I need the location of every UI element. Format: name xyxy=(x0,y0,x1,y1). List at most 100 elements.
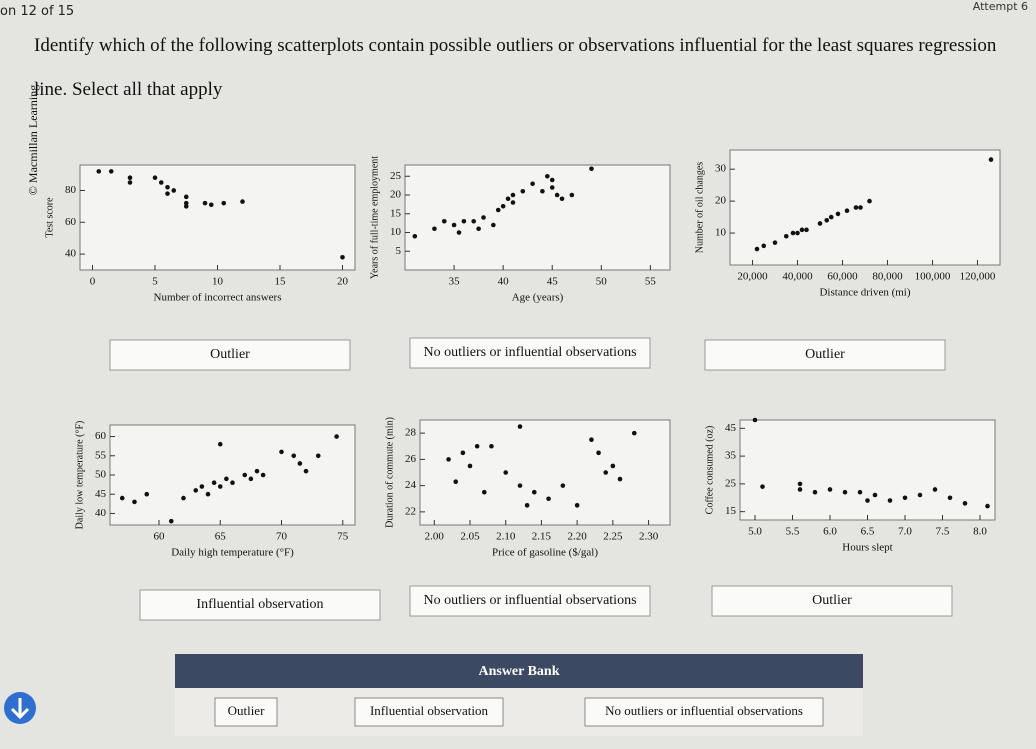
plot-frame xyxy=(79,164,356,271)
point xyxy=(596,450,601,456)
point xyxy=(474,443,480,449)
x-tick-label: 50 xyxy=(596,276,608,288)
point xyxy=(872,492,878,498)
answer-box[interactable] xyxy=(109,339,351,371)
x-tick-label: 8.0 xyxy=(973,526,987,538)
answer-box[interactable] xyxy=(139,589,381,621)
question: Identify which of the following scatterp… xyxy=(34,35,997,100)
x-tick-label: 45 xyxy=(547,276,559,288)
y-tick-label: 15 xyxy=(725,505,737,517)
point xyxy=(772,240,778,245)
point xyxy=(297,461,303,466)
point xyxy=(554,192,560,198)
answer-text: Outlier xyxy=(210,347,250,362)
y-tick-label: 26 xyxy=(405,453,417,465)
answer-option-text: Influential observation xyxy=(370,703,489,718)
x-axis-label: Distance driven (mi) xyxy=(819,287,910,299)
point xyxy=(199,484,205,489)
answer-box[interactable] xyxy=(711,585,953,617)
point xyxy=(510,200,516,205)
point xyxy=(754,246,760,252)
point xyxy=(517,424,523,429)
point xyxy=(631,430,637,436)
x-tick-label: 2.15 xyxy=(532,531,552,543)
point xyxy=(517,483,523,488)
y-tick-label: 15 xyxy=(390,207,402,219)
x-tick-label: 2.05 xyxy=(460,531,480,543)
answer-box[interactable] xyxy=(704,339,946,371)
point xyxy=(783,233,789,239)
plot-frame xyxy=(739,419,996,521)
plot-frame xyxy=(404,164,671,271)
point xyxy=(828,214,834,220)
point xyxy=(165,184,170,190)
answer-option[interactable] xyxy=(214,697,278,727)
point xyxy=(917,492,923,498)
point xyxy=(108,169,114,174)
point xyxy=(224,476,229,482)
point xyxy=(489,443,494,449)
x-axis-label: Age (years) xyxy=(512,292,564,304)
point xyxy=(168,518,174,524)
y-tick-label: 80 xyxy=(65,184,77,196)
point xyxy=(503,470,509,475)
point xyxy=(761,243,767,249)
point xyxy=(887,498,893,503)
point xyxy=(453,479,459,484)
point xyxy=(165,191,170,196)
point xyxy=(540,188,545,194)
y-tick-label: 24 xyxy=(405,479,417,491)
y-tick-label: 22 xyxy=(405,505,416,517)
point xyxy=(603,470,609,475)
x-tick-label: 60,000 xyxy=(827,271,858,283)
y-tick-label: 25 xyxy=(390,170,402,182)
point xyxy=(844,208,850,213)
point xyxy=(491,222,496,228)
point xyxy=(795,230,800,236)
y-axis-label: Daily low temperature (°F) xyxy=(74,421,85,530)
point xyxy=(279,449,284,455)
point xyxy=(119,495,125,501)
point xyxy=(217,484,223,489)
x-tick-label: 15 xyxy=(275,276,287,288)
point xyxy=(183,194,189,200)
y-axis-label: Duration of commute (min) xyxy=(384,417,395,528)
point xyxy=(858,205,863,210)
point xyxy=(248,476,254,482)
point xyxy=(827,487,833,492)
point xyxy=(589,166,594,172)
answer-box[interactable] xyxy=(409,337,651,369)
point xyxy=(902,495,908,501)
point xyxy=(481,215,486,220)
point xyxy=(867,198,872,204)
watermark: © Macmillan Learning xyxy=(26,85,40,195)
y-tick-label: 20 xyxy=(715,195,727,207)
point xyxy=(853,205,859,210)
answer-box[interactable] xyxy=(409,585,651,617)
point xyxy=(797,481,803,487)
x-tick-label: 20 xyxy=(337,276,349,288)
point xyxy=(857,489,863,495)
y-tick-label: 40 xyxy=(95,507,107,519)
point xyxy=(303,468,309,474)
answer-option-text: Outlier xyxy=(228,703,265,718)
x-tick-label: 0 xyxy=(90,276,96,288)
point xyxy=(183,204,189,209)
y-tick-label: 45 xyxy=(95,488,107,500)
answer-option[interactable] xyxy=(354,697,504,727)
x-tick-label: 5.0 xyxy=(748,526,762,538)
point xyxy=(520,188,526,194)
point xyxy=(790,230,796,236)
point xyxy=(797,487,803,492)
point xyxy=(260,472,266,478)
answer-option[interactable] xyxy=(584,697,824,727)
point xyxy=(132,499,137,505)
x-tick-label: 60 xyxy=(154,531,166,543)
point xyxy=(962,501,968,506)
y-axis-label: Years of full-time employment xyxy=(369,156,380,279)
point xyxy=(985,503,990,509)
point xyxy=(127,180,133,185)
point xyxy=(315,453,321,459)
point xyxy=(545,173,550,179)
